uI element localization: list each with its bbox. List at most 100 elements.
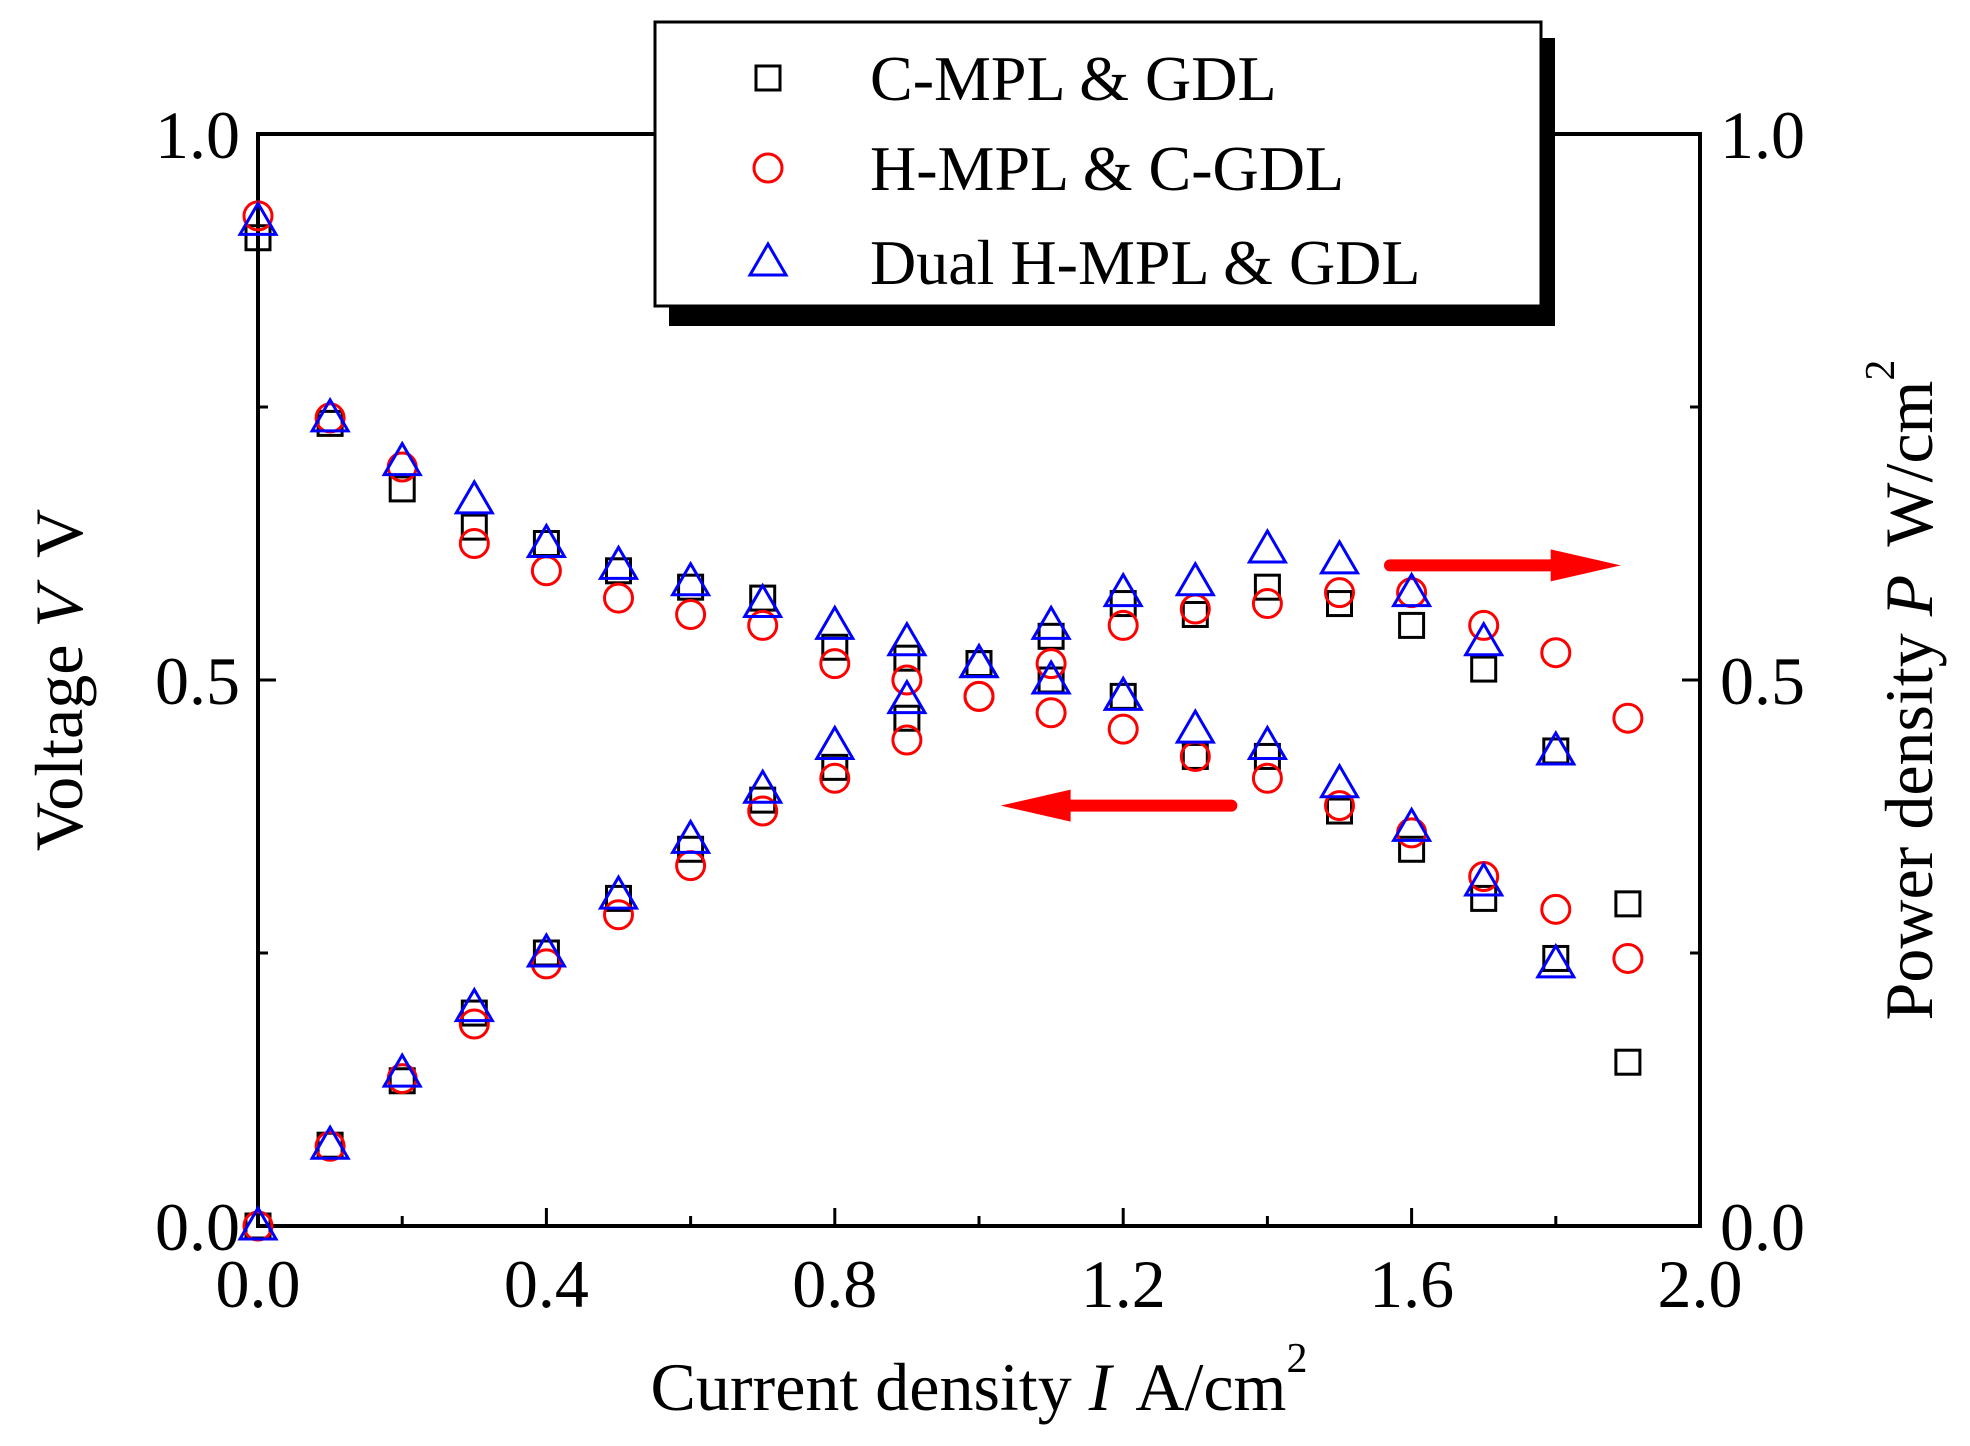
legend-label-dual-h-mpl-gdl: Dual H-MPL & GDL (870, 227, 1420, 298)
voltage-point (1470, 884, 1498, 912)
voltage-point (1179, 593, 1211, 625)
voltage-point (530, 555, 562, 587)
power-point (603, 899, 634, 931)
voltage-point (1030, 659, 1072, 695)
voltage-point (893, 644, 921, 672)
legend-label-c-mpl-gdl: C-MPL & GDL (870, 43, 1277, 114)
arrow-to-left-axis (1000, 789, 1238, 822)
power-point (1253, 573, 1281, 601)
power-point (1390, 571, 1433, 608)
y-axis-left-title: Voltage VV (21, 509, 97, 851)
power-point (1109, 590, 1137, 618)
voltage-point (1318, 762, 1361, 799)
x-tick-label: 0.4 (504, 1246, 589, 1322)
legend-marker-circle (752, 152, 784, 184)
power-point (819, 762, 851, 794)
voltage-point (886, 620, 928, 657)
y-left-tick-label: 0.0 (155, 1189, 240, 1265)
voltage-point (1540, 637, 1572, 669)
y-axis-right-title: Power density PW/cm2 (1858, 360, 1947, 1021)
power-point (1398, 611, 1426, 639)
power-point (1246, 527, 1289, 564)
power-point (742, 768, 784, 804)
voltage-point (675, 598, 707, 630)
x-tick-label: 0.0 (216, 1246, 301, 1322)
voltage-point (1181, 742, 1209, 770)
voltage-point (1535, 942, 1577, 979)
voltage-point (1107, 713, 1139, 745)
power-point (958, 642, 1000, 679)
power-point (1614, 890, 1642, 918)
power-point (1324, 790, 1355, 822)
power-point (893, 704, 921, 732)
voltage-point (1612, 702, 1644, 734)
annotation-arrows (1000, 549, 1621, 822)
voltage-point (532, 530, 560, 557)
voltage-point (1037, 666, 1065, 694)
series-0 (244, 224, 1642, 1240)
power-point (1179, 740, 1211, 772)
voltage-point (388, 475, 416, 503)
power-point (891, 724, 923, 756)
voltage-point (1253, 742, 1281, 770)
x-tick-label: 1.2 (1081, 1246, 1166, 1322)
power-point (237, 1205, 279, 1241)
voltage-point (891, 664, 923, 696)
voltage-point (1463, 861, 1505, 897)
power-point (1035, 648, 1067, 680)
voltage-point (819, 648, 851, 680)
power-point (1612, 942, 1644, 974)
power-point (530, 948, 562, 980)
power-point (381, 1052, 423, 1088)
voltage-point (742, 582, 784, 619)
power-point (314, 1130, 346, 1162)
y-right-tick-label: 0.5 (1720, 643, 1805, 719)
voltage-point (309, 396, 351, 433)
legend-label-h-mpl-c-gdl: H-MPL & C-GDL (870, 133, 1344, 204)
voltage-point (237, 200, 279, 236)
voltage-point (1102, 675, 1144, 711)
power-point (1542, 737, 1570, 765)
voltage-point (669, 560, 712, 597)
power-point (821, 753, 849, 781)
y-left-tick-label: 0.5 (155, 643, 240, 719)
voltage-point (597, 544, 640, 580)
x-axis-title: Current density I A/cm2 (651, 1336, 1308, 1425)
power-point (965, 650, 993, 678)
y-right-tick-label: 0.0 (1720, 1189, 1805, 1265)
y-right-tick-label: 1.0 (1720, 97, 1805, 173)
data-markers (237, 200, 1644, 1242)
power-point (677, 835, 705, 863)
legend-marker-triangle (747, 241, 789, 277)
voltage-point (525, 522, 568, 558)
power-point (597, 874, 640, 910)
tick-labels: 0.0 0.4 0.8 1.2 1.6 2.00.00.51.00.00.51.0 (155, 97, 1805, 1322)
power-point (675, 850, 707, 882)
power-point (1030, 604, 1072, 640)
power-point (453, 986, 495, 1023)
legend-marker-square (754, 64, 782, 92)
arrow-head (1550, 549, 1621, 582)
voltage-point (1251, 588, 1283, 620)
power-point (458, 1008, 490, 1040)
power-point (814, 724, 856, 761)
voltage-point (1035, 697, 1067, 729)
x-tick-label: 2.0 (1658, 1246, 1743, 1322)
voltage-point (1398, 835, 1426, 863)
series-1 (242, 200, 1644, 1242)
voltage-point (603, 582, 634, 614)
power-point (1174, 560, 1216, 597)
voltage-point (1390, 806, 1433, 842)
arrow-head (1000, 789, 1071, 822)
x-tick-label: 1.6 (1369, 1246, 1454, 1322)
voltage-point (458, 528, 490, 559)
voltage-point (381, 440, 423, 477)
power-point (525, 932, 568, 968)
arrow-to-right-axis (1383, 549, 1621, 582)
power-point (963, 680, 995, 712)
power-point (1318, 538, 1361, 575)
power-point (1470, 655, 1498, 683)
voltage-point (453, 478, 495, 515)
voltage-point (965, 650, 993, 678)
